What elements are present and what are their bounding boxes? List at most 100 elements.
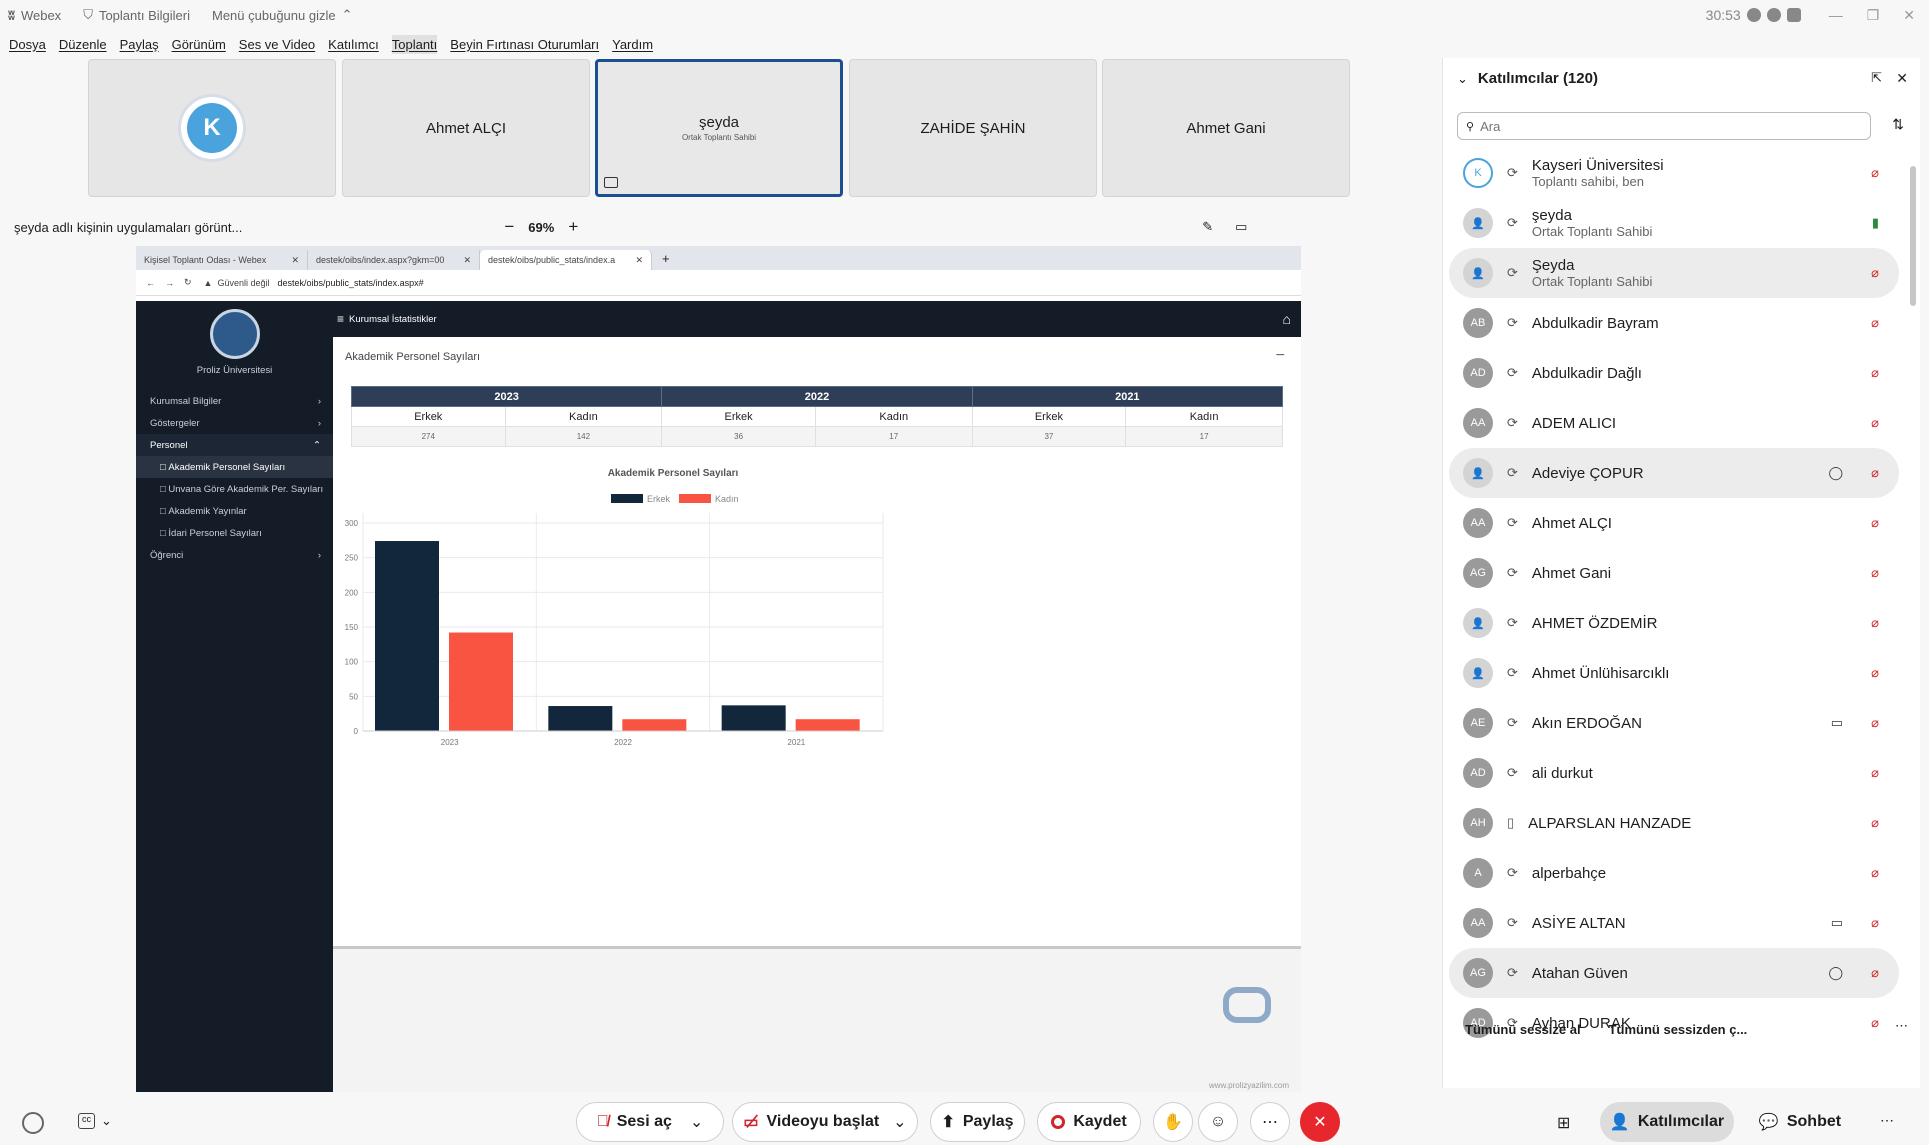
participant-row[interactable]: AA ⟳ ADEM ALICI ⌀ xyxy=(1449,398,1899,448)
url-text[interactable]: destek/oibs/public_stats/index.aspx# xyxy=(277,277,424,288)
menu-view[interactable]: Görünüm xyxy=(171,36,226,52)
more-icon[interactable]: ⋯ xyxy=(1895,1018,1908,1033)
new-tab-icon[interactable]: + xyxy=(662,251,670,266)
participant-row[interactable]: AG ⟳ Atahan Güven ◯ ⌀ xyxy=(1449,948,1899,998)
mic-on-icon[interactable]: ▮ xyxy=(1871,215,1879,230)
close-tab-icon[interactable]: ✕ xyxy=(463,254,471,265)
mic-off-icon[interactable]: ⌀ xyxy=(1871,415,1879,430)
chat-button[interactable]: 💬 Sohbet xyxy=(1758,1113,1842,1131)
participant-row[interactable]: AD ⟳ Ayhan DURAK ⌀ xyxy=(1449,998,1899,1048)
record-button[interactable]: Kaydet xyxy=(1037,1102,1141,1142)
reactions-button[interactable]: ☺ xyxy=(1198,1102,1238,1142)
mic-off-icon[interactable]: ⌀ xyxy=(1871,865,1879,880)
mic-off-icon[interactable]: ⌀ xyxy=(1871,565,1879,580)
participant-row[interactable]: AG ⟳ Ahmet Gani ⌀ xyxy=(1449,548,1899,598)
apps-icon[interactable]: ⊞ xyxy=(1557,1115,1571,1132)
mic-off-icon[interactable]: ⌀ xyxy=(1871,165,1879,180)
participant-row[interactable]: AD ⟳ Abdulkadir Dağlı ⌀ xyxy=(1449,348,1899,398)
menu-participant[interactable]: Katılımcı xyxy=(328,36,379,52)
hamburger-icon[interactable]: ≡ xyxy=(337,312,345,326)
mic-off-icon[interactable]: ⌀ xyxy=(1871,465,1879,480)
raise-hand-button[interactable]: ✋ xyxy=(1153,1102,1193,1142)
mic-off-icon[interactable]: ⌀ xyxy=(1871,265,1879,280)
captions-button[interactable]: cc ⌄ xyxy=(78,1113,112,1129)
popout-icon[interactable]: ⇱ xyxy=(1871,70,1882,85)
minimize-icon[interactable]: — xyxy=(1828,7,1843,23)
menu-audio-video[interactable]: Ses ve Video xyxy=(238,36,316,52)
hide-menu-button[interactable]: Menü çubuğunu gizle ⌃ xyxy=(212,7,353,23)
participant-row[interactable]: 👤 ⟳ Adeviye ÇOPUR ◯ ⌀ xyxy=(1449,448,1899,498)
reload-icon[interactable]: ↻ xyxy=(184,277,192,287)
video-tile-seyda[interactable]: şeyda Ortak Toplantı Sahibi xyxy=(595,59,843,197)
chevron-down-icon[interactable]: ⌄ xyxy=(1457,70,1468,86)
participant-row[interactable]: AH ▯ ALPARSLAN HANZADE ⌀ xyxy=(1449,798,1899,848)
participant-row[interactable]: 👤 ⟳ şeyda Ortak Toplantı Sahibi ▮ xyxy=(1449,198,1899,248)
forward-icon[interactable]: → xyxy=(165,277,174,288)
video-tile-host[interactable]: K xyxy=(88,59,336,197)
menu-edit[interactable]: Düzenle xyxy=(58,36,107,52)
leave-meeting-button[interactable]: ✕ xyxy=(1300,1102,1340,1142)
mic-off-icon[interactable]: ⌀ xyxy=(1871,615,1879,630)
menu-help[interactable]: Yardım xyxy=(612,36,654,52)
restore-icon[interactable]: ❐ xyxy=(1866,6,1880,23)
participants-button[interactable]: 👤 Katılımcılar xyxy=(1600,1102,1734,1142)
mic-off-icon[interactable]: ⌀ xyxy=(1871,515,1879,530)
participant-row[interactable]: AA ⟳ ASİYE ALTAN ▭ ⌀ xyxy=(1449,898,1899,948)
sidebar-item-ogrenci[interactable]: Öğrenci › xyxy=(150,549,321,561)
participant-row[interactable]: 👤 ⟳ AHMET ÖZDEMİR ⌀ xyxy=(1449,598,1899,648)
video-tile-zahide[interactable]: ZAHİDE ŞAHİN xyxy=(849,59,1097,197)
menu-share[interactable]: Paylaş xyxy=(119,36,159,52)
participant-row[interactable]: AB ⟳ Abdulkadir Bayram ⌀ xyxy=(1449,298,1899,348)
close-panel-icon[interactable]: ✕ xyxy=(1896,70,1908,86)
mic-off-icon[interactable]: ⌀ xyxy=(1871,915,1879,930)
close-window-icon[interactable]: ✕ xyxy=(1903,6,1915,23)
sidebar-subitem[interactable]: □ İdari Personel Sayıları xyxy=(160,527,262,539)
video-tile-ahmet-gani[interactable]: Ahmet Gani xyxy=(1102,59,1350,197)
mic-off-icon[interactable]: ⌀ xyxy=(1871,715,1879,730)
more-icon[interactable]: ⋯ xyxy=(1880,1112,1894,1128)
sidebar-subitem[interactable]: □ Unvana Göre Akademik Per. Sayıları xyxy=(160,483,324,495)
sidebar-item-personel[interactable]: Personel ⌃ xyxy=(136,434,333,456)
meeting-info-button[interactable]: ⛉ Toplantı Bilgileri xyxy=(83,7,190,23)
menu-breakout[interactable]: Beyin Fırtınası Oturumları xyxy=(450,36,600,52)
layout-icon[interactable] xyxy=(22,1112,44,1134)
mic-off-icon[interactable]: ⌀ xyxy=(1871,965,1879,980)
start-video-button[interactable]: ▭̸ Videoyu başlat ⌄ xyxy=(732,1102,918,1142)
search-input[interactable] xyxy=(1480,118,1861,134)
home-icon[interactable]: ⌂ xyxy=(1282,311,1291,327)
mic-off-icon[interactable]: ⌀ xyxy=(1871,1015,1879,1030)
unmute-button[interactable]: 🎙̸ Sesi aç ⌄ xyxy=(576,1102,724,1142)
sort-icon[interactable]: ⇅ xyxy=(1892,116,1904,132)
sidebar-subitem[interactable]: □ Akademik Yayınlar xyxy=(160,505,247,517)
menu-meeting[interactable]: Toplantı xyxy=(391,34,438,54)
video-tile-ahmet-alci[interactable]: Ahmet ALÇI xyxy=(342,59,590,197)
participant-row[interactable]: K ⟳ Kayseri Üniversitesi Toplantı sahibi, b… xyxy=(1449,148,1899,198)
mic-off-icon[interactable]: ⌀ xyxy=(1871,315,1879,330)
participant-row[interactable]: AE ⟳ Akın ERDOĞAN ▭ ⌀ xyxy=(1449,698,1899,748)
close-tab-icon[interactable]: ✕ xyxy=(291,254,299,265)
share-button[interactable]: ⬆ Paylaş xyxy=(930,1102,1025,1142)
zoom-in-button[interactable]: + xyxy=(568,217,579,236)
mic-off-icon[interactable]: ⌀ xyxy=(1871,765,1879,780)
chevron-down-icon[interactable]: ⌄ xyxy=(893,1114,907,1131)
sidebar-subitem[interactable]: □ Akademik Personel Sayıları xyxy=(136,456,333,478)
close-tab-icon[interactable]: ✕ xyxy=(635,254,643,265)
browser-tab[interactable]: destek/oibs/index.aspx?gkm=00 ✕ xyxy=(308,250,480,270)
mic-off-icon[interactable]: ⌀ xyxy=(1871,815,1879,830)
scrollbar[interactable] xyxy=(1910,166,1916,306)
sidebar-item-gostergeler[interactable]: Göstergeler › xyxy=(150,417,321,429)
browser-tab-active[interactable]: destek/oibs/public_stats/index.a ✕ xyxy=(480,250,652,270)
mic-off-icon[interactable]: ⌀ xyxy=(1871,665,1879,680)
participant-row[interactable]: AD ⟳ ali durkut ⌀ xyxy=(1449,748,1899,798)
collapse-icon[interactable]: − xyxy=(1275,347,1285,364)
remote-control-icon[interactable]: ▭ xyxy=(1235,219,1248,234)
more-options-button[interactable]: ⋯ xyxy=(1250,1102,1290,1142)
zoom-out-button[interactable]: − xyxy=(504,217,515,236)
annotate-icon[interactable]: ✎ xyxy=(1202,219,1214,234)
participant-row[interactable]: AA ⟳ Ahmet ALÇI ⌀ xyxy=(1449,498,1899,548)
browser-tab[interactable]: Kişisel Toplantı Odası - Webex ✕ xyxy=(136,250,308,270)
chevron-down-icon[interactable]: ⌄ xyxy=(689,1114,704,1131)
back-icon[interactable]: ← xyxy=(146,277,155,288)
mic-off-icon[interactable]: ⌀ xyxy=(1871,365,1879,380)
participant-search[interactable]: ⚲ xyxy=(1457,112,1871,140)
